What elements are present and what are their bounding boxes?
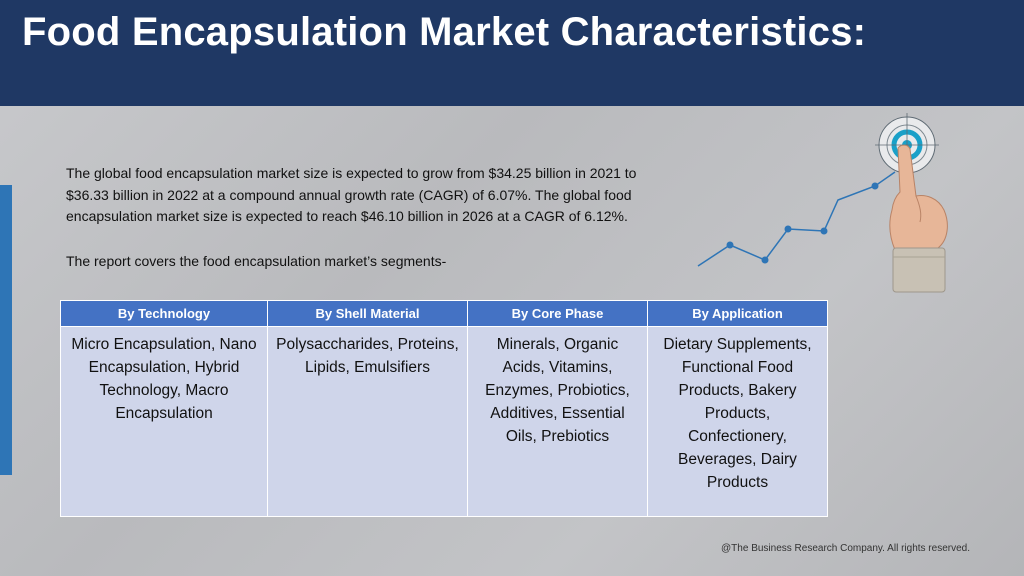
header-by-technology: By Technology — [60, 300, 268, 327]
header-banner: Food Encapsulation Market Characteristic… — [0, 0, 1024, 106]
cell-core-phase: Minerals, Organic Acids, Vitamins, Enzym… — [467, 326, 648, 517]
growth-points — [726, 182, 879, 264]
growth-line — [697, 171, 896, 267]
pointing-hand-icon — [889, 144, 948, 293]
header-by-application: By Application — [647, 300, 828, 327]
target-touch-growth-icon — [697, 113, 948, 293]
segments-table: By Technology By Shell Material By Core … — [60, 300, 828, 517]
table-row: Micro Encapsulation, Nano Encapsulation,… — [60, 326, 828, 517]
table-header-row: By Technology By Shell Material By Core … — [60, 300, 828, 327]
cell-application: Dietary Supplements, Functional Food Pro… — [647, 326, 828, 517]
accent-bar — [0, 185, 12, 475]
header-by-core-phase: By Core Phase — [467, 300, 648, 327]
header-by-shell-material: By Shell Material — [267, 300, 468, 327]
footer-copyright: @The Business Research Company. All righ… — [721, 543, 970, 554]
segments-intro: The report covers the food encapsulation… — [66, 253, 447, 269]
cell-technology: Micro Encapsulation, Nano Encapsulation,… — [60, 326, 268, 517]
page-title: Food Encapsulation Market Characteristic… — [22, 10, 867, 54]
cell-shell-material: Polysaccharides, Proteins, Lipids, Emuls… — [267, 326, 468, 517]
intro-paragraph: The global food encapsulation market siz… — [66, 165, 637, 224]
